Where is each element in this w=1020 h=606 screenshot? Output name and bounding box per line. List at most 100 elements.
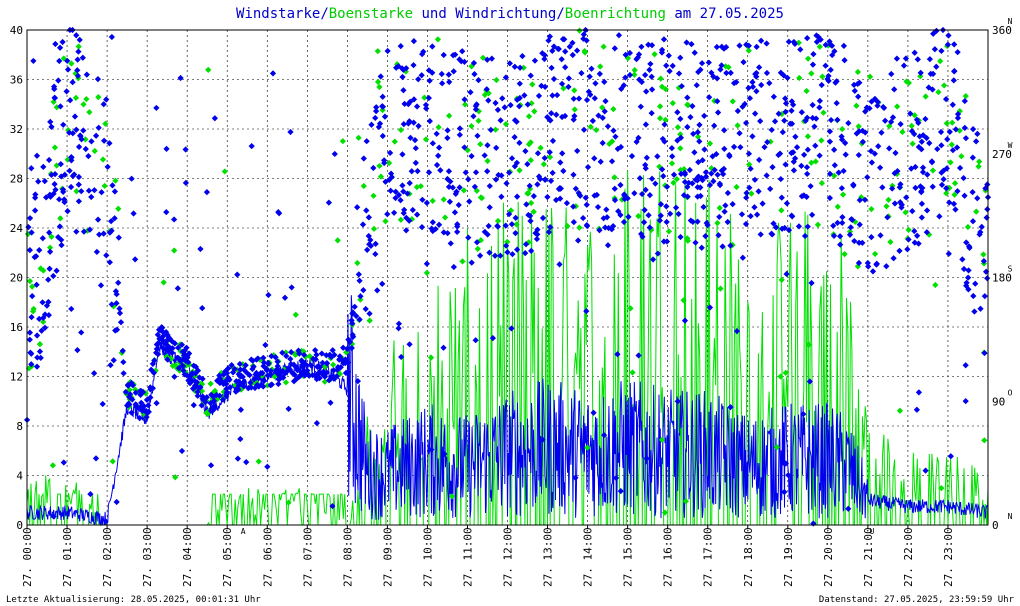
windrichtung-point [729, 200, 736, 208]
windrichtung-point [28, 313, 35, 321]
footer-last-update: Letzte Aktualisierung: 28.05.2025, 00:01… [6, 595, 261, 605]
windrichtung-point [711, 166, 718, 174]
windrichtung-point [344, 359, 352, 366]
windrichtung-point [804, 223, 811, 230]
x-tick-label-21: 27. 21:00 [862, 527, 875, 587]
windrichtung-point [749, 133, 756, 140]
windrichtung-point [288, 284, 295, 291]
windrichtung-point [721, 208, 728, 215]
windrichtung-point [275, 376, 283, 383]
windrichtung-point [698, 244, 705, 251]
windrichtung-point [310, 355, 317, 362]
windrichtung-point [736, 42, 743, 49]
windrichtung-point [913, 406, 920, 413]
windrichtung-point [917, 69, 924, 76]
windrichtung-point [74, 347, 81, 354]
windrichtung-point [93, 248, 101, 255]
windrichtung-point [360, 155, 367, 162]
windrichtung-point [738, 211, 746, 218]
windrichtung-point [419, 196, 426, 203]
windrichtung-point [868, 159, 875, 166]
windrichtung-point [125, 400, 132, 407]
windrichtung-point [506, 211, 513, 218]
x-tick-label-2: 27. 02:00 [101, 527, 114, 587]
windrichtung-point [583, 308, 590, 315]
windrichtung-point [425, 169, 433, 176]
windrichtung-point [589, 117, 596, 125]
windrichtung-point [425, 67, 433, 74]
windrichtung-point [937, 128, 945, 136]
windrichtung-point [33, 152, 41, 159]
x-tick-label-14: 27. 14:00 [582, 527, 595, 587]
windrichtung-point [770, 93, 777, 100]
windrichtung-point [675, 210, 682, 218]
windrichtung-point [423, 199, 430, 207]
windrichtung-point [961, 124, 968, 131]
windrichtung-point [636, 175, 644, 182]
windrichtung-point [410, 38, 418, 45]
windrichtung-point [56, 57, 63, 65]
windrichtung-point [661, 121, 668, 128]
boenrichtung-point [818, 137, 825, 144]
windrichtung-point [413, 103, 421, 110]
windrichtung-point [526, 182, 533, 189]
x-tick-label-22: 27. 22:00 [902, 527, 915, 587]
windrichtung-point [297, 372, 304, 379]
windrichtung-point [944, 136, 951, 143]
windrichtung-point [99, 400, 106, 408]
boenrichtung-point [531, 108, 538, 115]
windrichtung-point [688, 40, 695, 48]
windrichtung-point [203, 189, 211, 196]
windrichtung-point [824, 75, 831, 83]
boenrichtung-point [329, 361, 337, 368]
windrichtung-point [25, 223, 32, 231]
windrichtung-point [26, 215, 34, 222]
windrichtung-point [836, 233, 844, 240]
windrichtung-point [450, 68, 457, 75]
windrichtung-point [454, 228, 461, 236]
boenrichtung-point [334, 237, 341, 244]
windrichtung-point [602, 98, 609, 105]
windrichtung-point [483, 86, 490, 93]
windrichtung-point [912, 184, 919, 191]
windrichtung-point [892, 149, 899, 157]
windrichtung-point [727, 69, 734, 76]
windrichtung-point [111, 215, 118, 222]
windrichtung-point [481, 152, 488, 159]
windrichtung-point [400, 209, 407, 217]
boenrichtung-point [908, 122, 915, 129]
boenrichtung-point [948, 141, 955, 148]
windrichtung-point [399, 182, 406, 189]
windrichtung-point [648, 86, 656, 93]
windrichtung-point [311, 372, 318, 379]
windrichtung-point [395, 63, 402, 70]
windrichtung-point [415, 76, 422, 83]
windrichtung-point [746, 184, 753, 191]
windrichtung-point [922, 467, 929, 474]
windrichtung-point [387, 187, 394, 194]
windrichtung-point [621, 195, 628, 203]
windrichtung-point [472, 169, 480, 176]
windrichtung-point [363, 207, 370, 214]
windrichtung-point [418, 224, 426, 231]
windrichtung-point [486, 182, 493, 190]
windrichtung-point [178, 447, 186, 455]
windrichtung-point [262, 341, 269, 349]
windrichtung-point [130, 210, 137, 217]
windrichtung-point [962, 135, 970, 142]
windrichtung-point [641, 206, 648, 214]
boenrichtung-point [354, 259, 361, 267]
windrichtung-point [614, 351, 621, 358]
windrichtung-point [798, 162, 805, 170]
windrichtung-point [946, 128, 953, 136]
windrichtung-point [780, 72, 787, 79]
windrichtung-point [980, 257, 987, 265]
windrichtung-point [395, 325, 402, 332]
windrichtung-point [706, 304, 714, 311]
windrichtung-point [952, 206, 959, 213]
boenrichtung-point [796, 74, 803, 82]
windrichtung-point [570, 95, 577, 102]
windrichtung-point [635, 134, 642, 142]
boenrichtung-point [440, 196, 447, 203]
boenrichtung-point [658, 436, 666, 443]
